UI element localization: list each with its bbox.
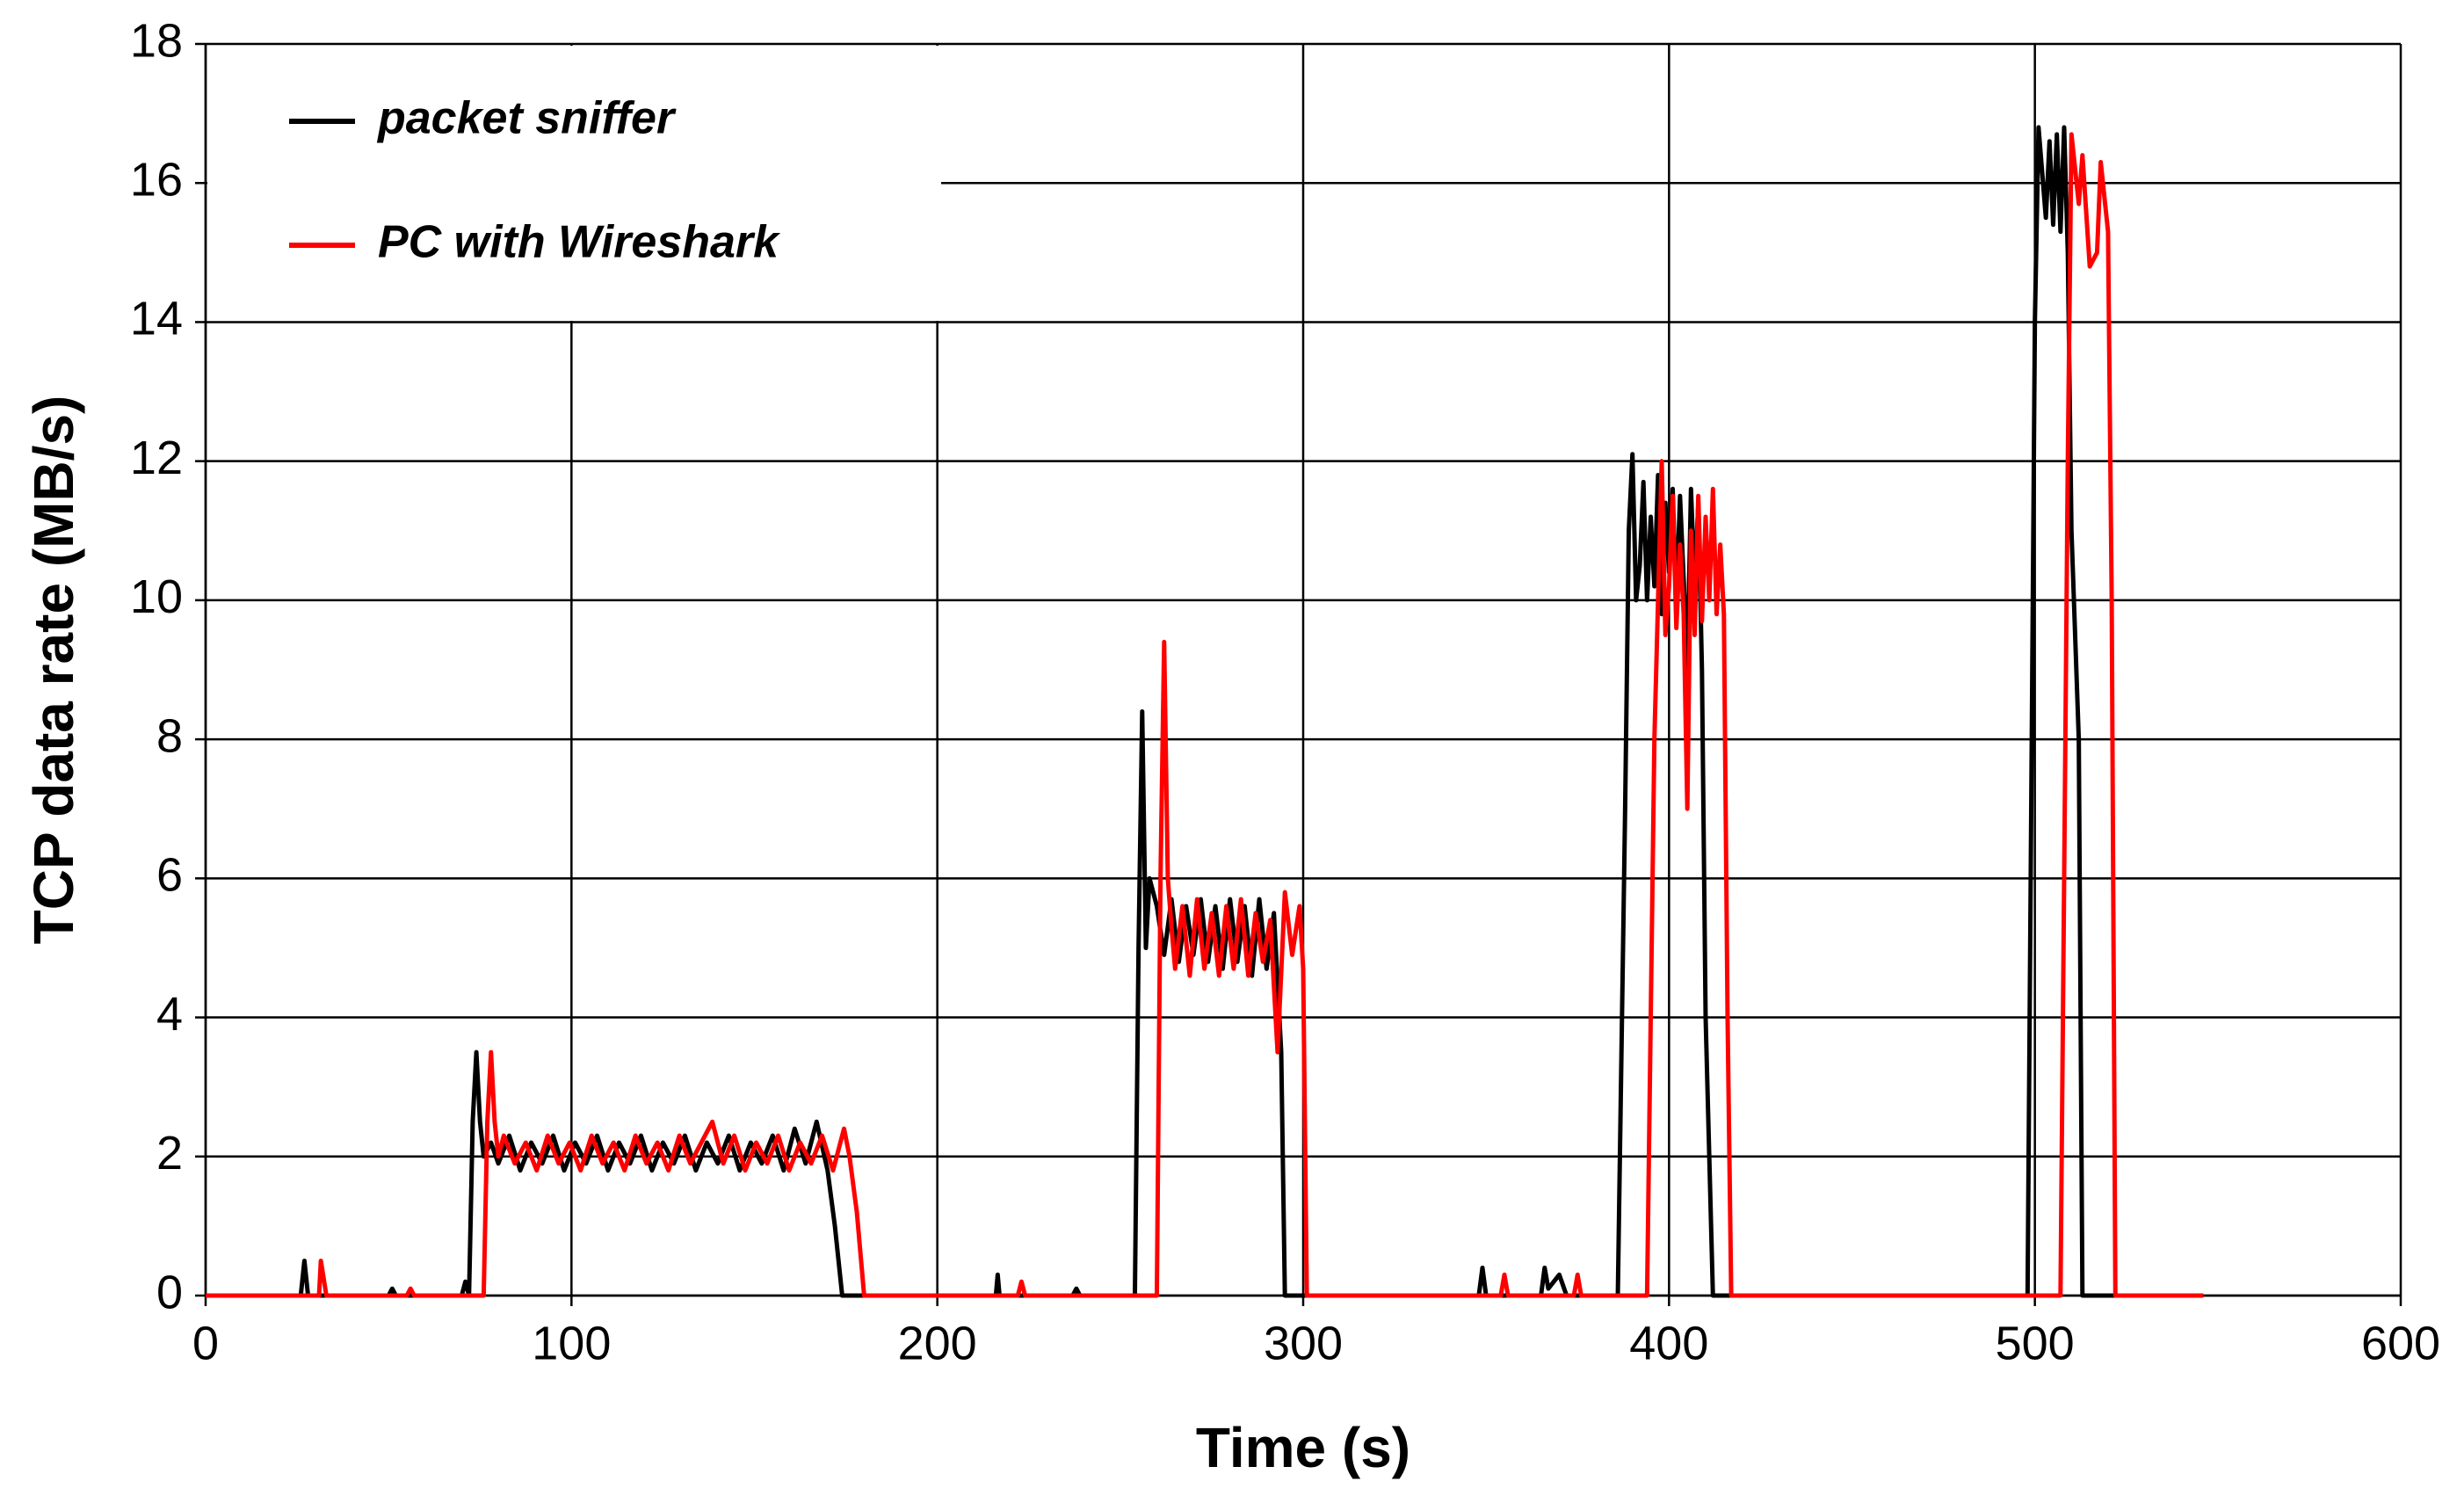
legend-label: PC with Wireshark [378, 217, 781, 268]
x-tick-label: 500 [1996, 1317, 2075, 1369]
y-tick-label: 18 [130, 14, 183, 67]
y-axis-title: TCP data rate (MB/s) [22, 396, 85, 945]
legend-box [207, 46, 941, 321]
x-tick-label: 100 [532, 1317, 611, 1369]
x-tick-label: 400 [1629, 1317, 1708, 1369]
y-tick-label: 14 [130, 293, 183, 345]
data-line [206, 132, 2204, 1298]
y-tick-label: 6 [156, 849, 183, 902]
x-tick-label: 0 [192, 1317, 219, 1369]
y-tick-label: 16 [130, 153, 183, 206]
y-tick-label: 2 [156, 1127, 183, 1180]
y-tick-label: 8 [156, 709, 183, 762]
x-tick-label: 300 [1264, 1317, 1343, 1369]
legend-label: packet sniffer [376, 93, 677, 144]
y-tick-label: 10 [130, 570, 183, 623]
x-tick-label: 600 [2361, 1317, 2440, 1369]
x-axis-title: Time (s) [1196, 1416, 1410, 1479]
y-tick-label: 0 [156, 1266, 183, 1318]
x-tick-label: 200 [898, 1317, 977, 1369]
y-tick-label: 12 [130, 432, 183, 484]
y-tick-label: 4 [156, 988, 183, 1041]
